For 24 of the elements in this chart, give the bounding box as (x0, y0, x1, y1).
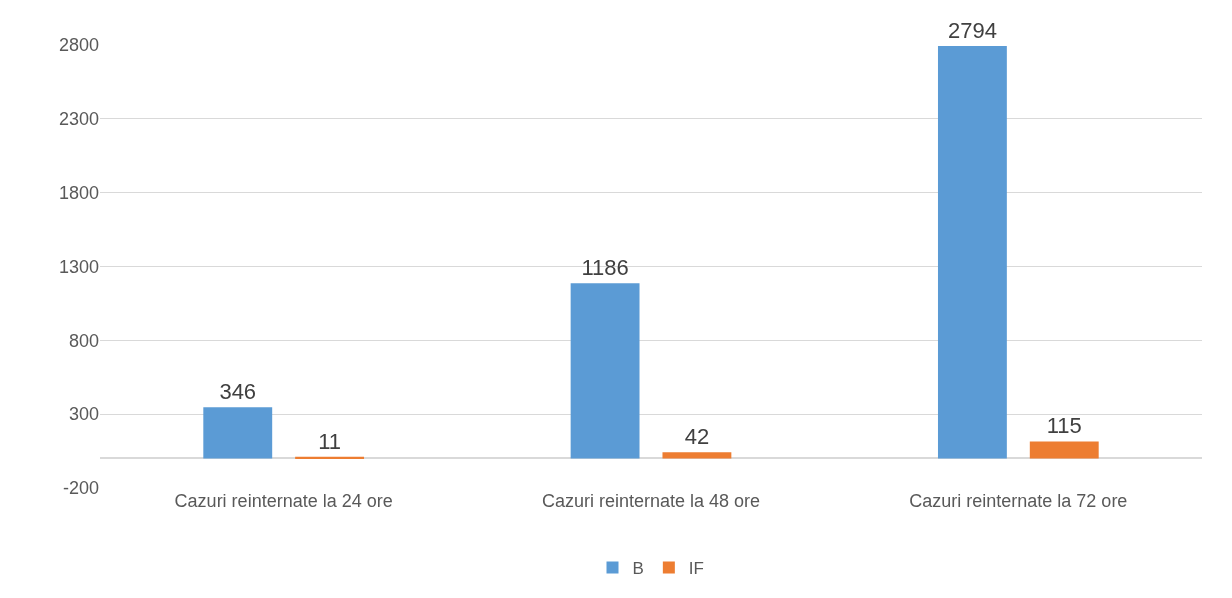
bar (295, 456, 365, 459)
y-tick-label: 2800 (58, 35, 99, 56)
data-label: 115 (1046, 413, 1082, 439)
y-tick-label: 1300 (58, 256, 99, 277)
data-label: 1186 (581, 255, 629, 281)
bar (662, 452, 732, 459)
legend-label: B (632, 559, 644, 579)
data-label: 2794 (947, 17, 997, 43)
bar (937, 45, 1007, 459)
x-tick-label: Cazuri reinternate la 72 ore (909, 491, 1128, 511)
y-tick-label: 300 (68, 404, 99, 425)
legend-label: IF (688, 559, 704, 579)
y-tick-label: 800 (68, 330, 99, 351)
bar (203, 407, 273, 459)
y-tick-label: 2300 (58, 109, 99, 130)
y-tick-label: 1800 (58, 182, 99, 203)
x-tick-label: Cazuri reinternate la 48 ore (541, 491, 761, 511)
data-label: 42 (684, 424, 710, 450)
data-label: 11 (318, 428, 342, 454)
data-label: 346 (219, 379, 257, 405)
bar (570, 283, 640, 459)
x-tick-label: Cazuri reinternate la 24 ore (174, 491, 393, 511)
bar (1029, 441, 1099, 459)
y-tick-label: -200 (62, 478, 99, 499)
